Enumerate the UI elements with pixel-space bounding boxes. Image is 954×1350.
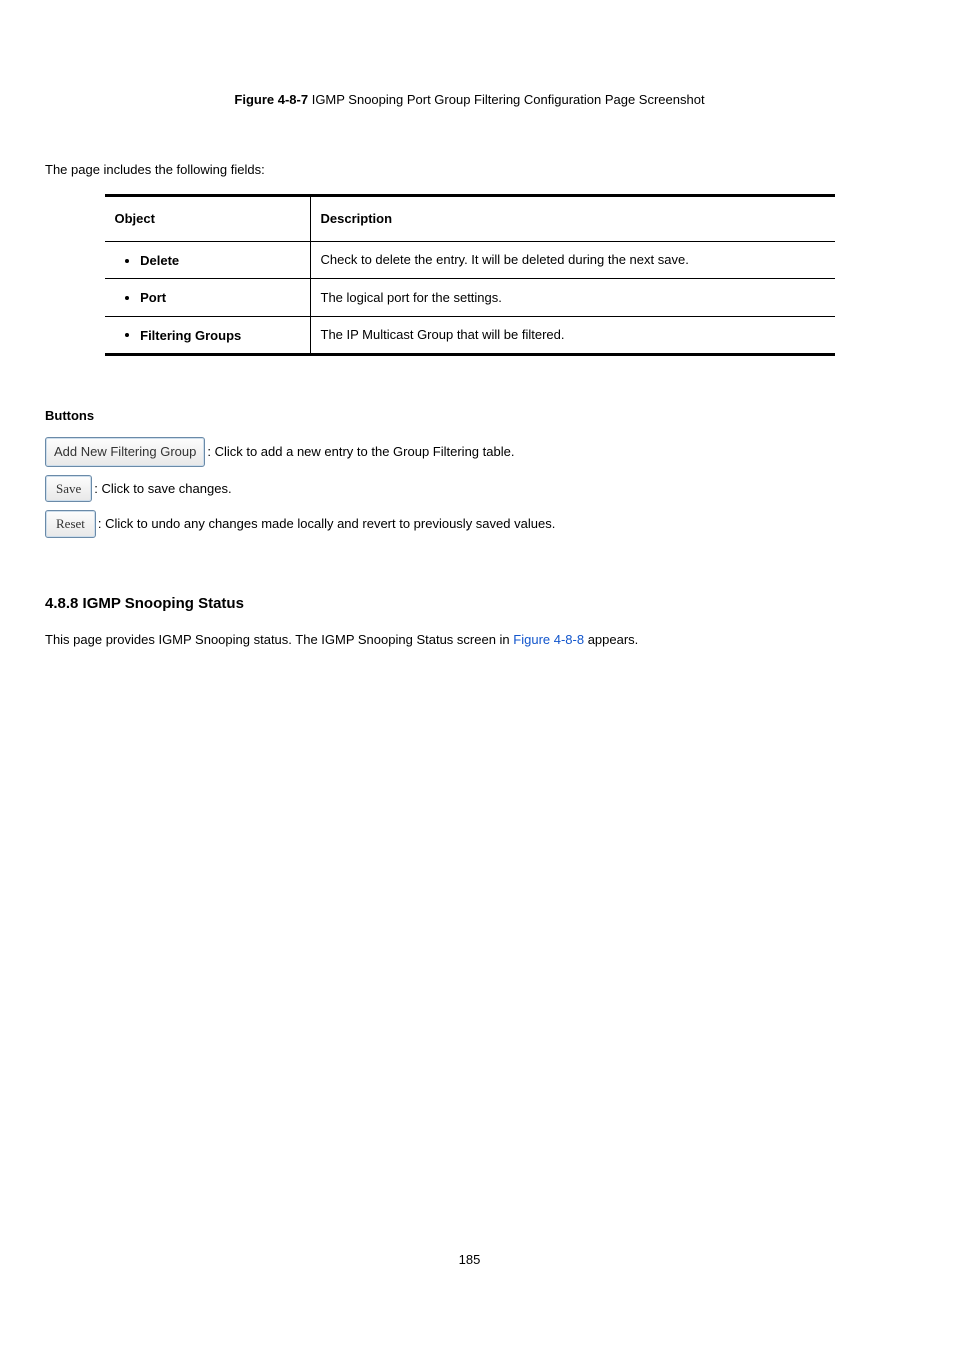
row-desc: The logical port for the settings.	[310, 279, 835, 316]
table-row: Filtering Groups The IP Multicast Group …	[105, 316, 835, 354]
table-row: Port The logical port for the settings.	[105, 279, 835, 316]
figure-link[interactable]: Figure 4-8-8	[513, 632, 584, 647]
add-button-description: : Click to add a new entry to the Group …	[207, 442, 514, 462]
button-row-add: Add New Filtering Group : Click to add a…	[45, 437, 894, 467]
row-name: Port	[140, 290, 166, 305]
row-name: Delete	[140, 253, 179, 268]
button-row-reset: Reset : Click to undo any changes made l…	[45, 510, 894, 538]
buttons-heading: Buttons	[45, 406, 894, 426]
caption-prefix: Figure 4-8-7	[234, 92, 311, 107]
row-desc: Check to delete the entry. It will be de…	[310, 242, 835, 279]
row-name: Filtering Groups	[140, 327, 241, 342]
save-button[interactable]: Save	[45, 475, 92, 503]
reset-button-description: : Click to undo any changes made locally…	[98, 514, 555, 534]
page-number: 185	[45, 1250, 894, 1270]
intro-line: The page includes the following fields:	[45, 160, 894, 180]
bullet-icon	[125, 296, 129, 300]
header-description: Description	[310, 196, 835, 242]
table-row: Delete Check to delete the entry. It wil…	[105, 242, 835, 279]
bullet-icon	[125, 259, 129, 263]
field-table: Object Description Delete Check to delet…	[105, 194, 835, 356]
section-title: 4.8.8 IGMP Snooping Status	[45, 593, 894, 616]
reset-button[interactable]: Reset	[45, 510, 96, 538]
status-text-after: appears.	[584, 632, 638, 647]
screenshot-caption: Figure 4-8-7 IGMP Snooping Port Group Fi…	[45, 90, 894, 110]
header-object: Object	[105, 196, 311, 242]
row-desc: The IP Multicast Group that will be filt…	[310, 316, 835, 354]
button-row-save: Save : Click to save changes.	[45, 475, 894, 503]
add-filtering-group-button[interactable]: Add New Filtering Group	[45, 437, 205, 467]
caption-rest: IGMP Snooping Port Group Filtering Confi…	[312, 92, 705, 107]
status-text-before: This page provides IGMP Snooping status.…	[45, 632, 513, 647]
status-paragraph: This page provides IGMP Snooping status.…	[45, 630, 894, 650]
save-button-description: : Click to save changes.	[94, 479, 231, 499]
bullet-icon	[125, 333, 129, 337]
